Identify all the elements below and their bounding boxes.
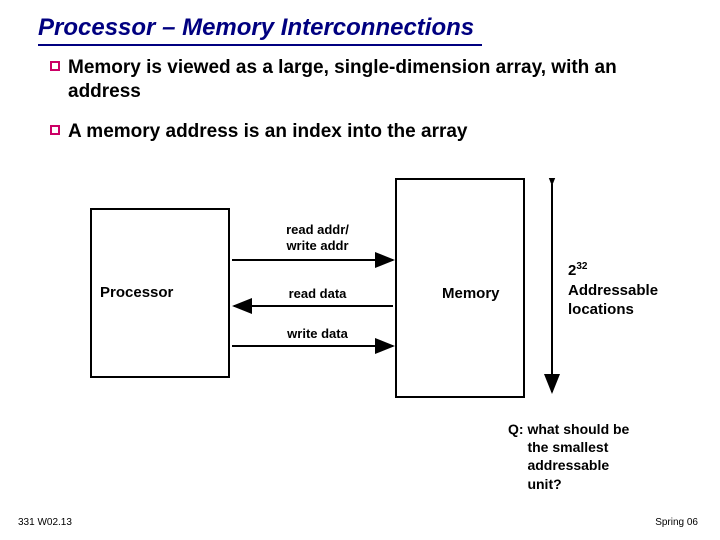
diagram-area: Processor Memory read addr/ write addr r…	[0, 178, 720, 418]
bullet-2-text: A memory address is an index into the ar…	[68, 120, 468, 144]
bullet-marker	[50, 61, 60, 71]
diagram-arrows	[0, 178, 720, 418]
bullet-1: Memory is viewed as a large, single-dime…	[50, 56, 650, 104]
footer-right: Spring 06	[655, 517, 698, 528]
bullet-marker	[50, 125, 60, 135]
question-text: Q: what should be the smallest addressab…	[508, 420, 698, 493]
slide-title: Processor – Memory Interconnections	[38, 14, 482, 46]
bullet-2: A memory address is an index into the ar…	[50, 120, 650, 144]
bullet-1-text: Memory is viewed as a large, single-dime…	[68, 56, 650, 104]
footer-left: 331 W02.13	[18, 517, 72, 528]
